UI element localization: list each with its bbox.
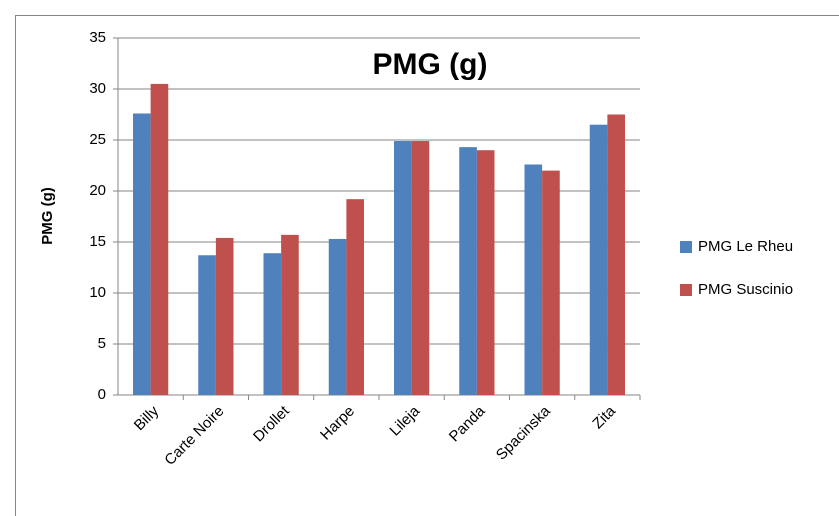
y-tick-label: 10: [89, 284, 106, 301]
bar: [150, 83, 169, 396]
bar: [524, 164, 543, 395]
bar: [476, 150, 495, 395]
chart-title: PMG (g): [373, 48, 488, 81]
bar: [542, 170, 560, 395]
y-tick-label: 35: [89, 29, 106, 46]
bar: [394, 141, 412, 395]
bar: [328, 238, 347, 395]
bar: [263, 253, 282, 395]
bar: [411, 141, 430, 395]
y-tick-label: 25: [89, 131, 106, 148]
bar: [589, 124, 608, 395]
legend-label: PMG Le Rheu: [698, 238, 793, 255]
bar: [459, 147, 477, 395]
legend-label: PMG Suscinio: [698, 281, 793, 298]
y-tick-label: 0: [98, 386, 106, 403]
y-axis-label: PMG (g): [39, 187, 56, 245]
y-tick-label: 5: [98, 335, 106, 352]
bar: [133, 113, 151, 395]
y-tick-label: 20: [89, 182, 106, 199]
legend-swatch: [680, 284, 692, 296]
y-tick-label: 15: [89, 233, 106, 250]
bar: [281, 234, 299, 395]
y-tick-label: 30: [89, 80, 106, 97]
bar: [215, 237, 234, 395]
bar: [346, 199, 364, 395]
bar: [607, 114, 625, 395]
legend-swatch: [680, 241, 692, 253]
bar: [198, 255, 216, 395]
